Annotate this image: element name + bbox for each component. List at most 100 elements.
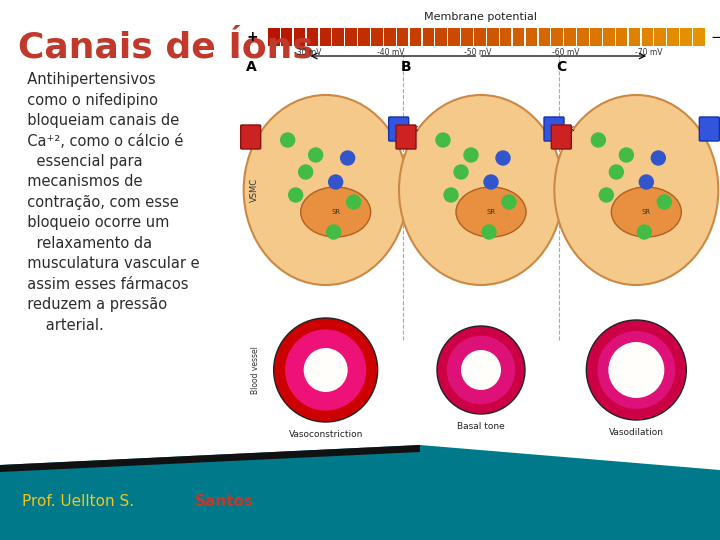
Text: SR: SR — [331, 209, 341, 215]
Text: Blood vessel: Blood vessel — [251, 346, 261, 394]
Circle shape — [309, 148, 323, 162]
Bar — [680, 28, 692, 46]
Bar — [436, 28, 447, 46]
Bar — [693, 28, 705, 46]
Ellipse shape — [611, 187, 681, 237]
Text: mecanismos de: mecanismos de — [18, 174, 143, 190]
Text: -30 mV: -30 mV — [294, 48, 321, 57]
Bar — [539, 28, 550, 46]
Bar — [642, 28, 653, 46]
Bar — [654, 28, 666, 46]
Circle shape — [437, 326, 525, 414]
Bar — [307, 28, 318, 46]
Circle shape — [289, 188, 302, 202]
Text: −: − — [710, 30, 720, 44]
Circle shape — [598, 331, 675, 409]
Text: BK: BK — [565, 126, 575, 132]
Bar — [590, 28, 602, 46]
Bar — [667, 28, 679, 46]
Circle shape — [444, 188, 458, 202]
Circle shape — [328, 175, 343, 189]
Text: Antihipertensivos: Antihipertensivos — [18, 72, 156, 87]
Circle shape — [639, 175, 653, 189]
Circle shape — [586, 320, 686, 420]
Bar — [474, 28, 486, 46]
Text: Prof. Uellton S.: Prof. Uellton S. — [22, 495, 139, 510]
Circle shape — [464, 148, 478, 162]
Bar — [552, 28, 563, 46]
Circle shape — [599, 188, 613, 202]
FancyBboxPatch shape — [699, 117, 719, 141]
Circle shape — [637, 225, 652, 239]
Text: essencial para: essencial para — [18, 154, 143, 169]
Circle shape — [281, 133, 294, 147]
Bar — [358, 28, 370, 46]
Text: BK: BK — [410, 126, 419, 132]
Circle shape — [299, 165, 312, 179]
Bar — [397, 28, 408, 46]
Circle shape — [484, 175, 498, 189]
Ellipse shape — [399, 95, 563, 285]
Circle shape — [502, 195, 516, 209]
Bar — [616, 28, 627, 46]
Text: musculatura vascular e: musculatura vascular e — [18, 256, 199, 272]
Bar — [281, 28, 292, 46]
Circle shape — [327, 225, 341, 239]
Ellipse shape — [456, 187, 526, 237]
Text: SR: SR — [642, 209, 651, 215]
Text: reduzem a pressão: reduzem a pressão — [18, 298, 167, 313]
Text: Membrane potential: Membrane potential — [425, 12, 538, 22]
Text: Canais de Íons: Canais de Íons — [18, 30, 314, 64]
Bar — [268, 28, 279, 46]
Bar — [346, 28, 357, 46]
Text: arterial.: arterial. — [18, 318, 104, 333]
Circle shape — [436, 133, 450, 147]
Bar — [564, 28, 576, 46]
Circle shape — [609, 165, 624, 179]
Text: B: B — [401, 60, 412, 74]
Circle shape — [591, 133, 606, 147]
Text: -60 mV: -60 mV — [552, 48, 580, 57]
FancyBboxPatch shape — [396, 125, 416, 149]
Bar — [526, 28, 537, 46]
Bar — [500, 28, 511, 46]
Circle shape — [341, 151, 355, 165]
Circle shape — [304, 348, 348, 392]
Text: Santos: Santos — [195, 495, 254, 510]
Circle shape — [454, 165, 468, 179]
Bar — [423, 28, 434, 46]
Circle shape — [461, 350, 501, 390]
Text: relaxamento da: relaxamento da — [18, 236, 152, 251]
Text: VSMC: VSMC — [250, 178, 258, 202]
Circle shape — [657, 195, 671, 209]
FancyBboxPatch shape — [389, 117, 409, 141]
Text: A: A — [246, 60, 256, 74]
Bar — [410, 28, 421, 46]
Bar — [629, 28, 640, 46]
Ellipse shape — [554, 95, 719, 285]
Polygon shape — [0, 445, 420, 472]
Text: -50 mV: -50 mV — [464, 48, 492, 57]
Text: Basal tone: Basal tone — [457, 422, 505, 431]
Bar — [371, 28, 382, 46]
Text: bloqueiam canais de: bloqueiam canais de — [18, 113, 179, 128]
Circle shape — [274, 318, 378, 422]
Bar — [513, 28, 524, 46]
Polygon shape — [0, 445, 720, 540]
Text: assim esses fármacos: assim esses fármacos — [18, 277, 189, 292]
Text: +: + — [246, 30, 258, 44]
Text: Vasodilation: Vasodilation — [609, 428, 664, 437]
Circle shape — [446, 336, 516, 404]
Text: -40 mV: -40 mV — [377, 48, 405, 57]
FancyBboxPatch shape — [544, 117, 564, 141]
Text: C: C — [557, 60, 567, 74]
Circle shape — [346, 195, 361, 209]
Circle shape — [482, 225, 496, 239]
Bar — [577, 28, 589, 46]
FancyBboxPatch shape — [552, 125, 572, 149]
Bar — [603, 28, 615, 46]
FancyBboxPatch shape — [240, 125, 261, 149]
Text: SR: SR — [487, 209, 495, 215]
Bar — [462, 28, 473, 46]
Bar — [333, 28, 344, 46]
